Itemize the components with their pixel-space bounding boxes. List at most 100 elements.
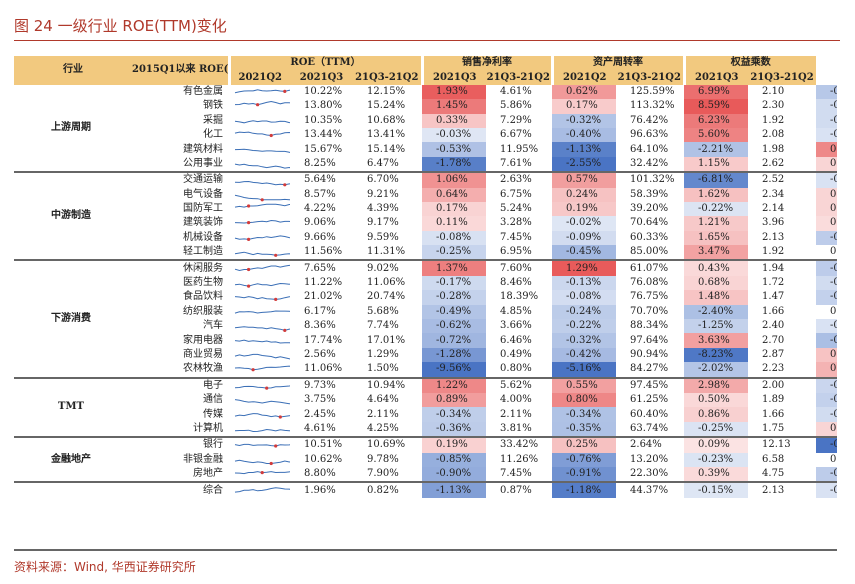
industry-name: 建筑材料 xyxy=(183,143,223,155)
value-cell: 21.02% xyxy=(304,291,343,303)
industry-name: 化工 xyxy=(203,129,223,141)
industry-name: 有色金属 xyxy=(183,85,223,97)
roe-trend-sparkline xyxy=(229,259,290,276)
sparkline-svg xyxy=(234,203,290,208)
table-row: 电气设备 8.57% 9.21% 0.64% 6.75% 0.24% 58.39% 1.62%… xyxy=(14,187,837,202)
value-cell: 7.90% xyxy=(367,468,399,480)
value-cell: 2.45% xyxy=(304,408,336,420)
value-cell: 33.42% xyxy=(486,436,553,453)
value-cell: 70.70% xyxy=(630,305,669,317)
sparkline-line xyxy=(234,310,290,314)
sparkline-marker xyxy=(283,89,287,93)
roe-trend-sparkline xyxy=(229,276,290,290)
sparkline-svg xyxy=(234,471,290,475)
value-cell: -2.21% xyxy=(684,142,749,157)
value-cell: -1.13% xyxy=(422,481,487,498)
value-cell: -0.36% xyxy=(422,421,487,438)
roe-trend-sparkline xyxy=(229,202,290,216)
industry-group-label xyxy=(14,481,132,498)
column-header: 21Q3-21Q2 xyxy=(616,70,685,85)
value-cell: 64.10% xyxy=(630,143,669,155)
value-cell: 10.69% xyxy=(353,436,423,453)
value-cell: 0.02 xyxy=(816,187,837,202)
value-cell: 1.66 xyxy=(762,408,785,420)
roe-trend-sparkline xyxy=(229,99,290,113)
value-cell: -0.06 xyxy=(816,84,837,100)
roe-trend-sparkline xyxy=(229,188,290,202)
value-cell: -0.25% xyxy=(684,421,749,438)
value-cell: 2.30 xyxy=(762,100,785,112)
industry-name: 钢铁 xyxy=(203,100,223,112)
value-cell: 13.44% xyxy=(304,129,343,141)
sparkline-marker xyxy=(260,197,264,202)
value-cell: 0.02 xyxy=(816,421,837,438)
column-header: 2021Q3 xyxy=(290,70,353,85)
sparkline-line xyxy=(234,119,290,124)
value-cell: 4.25% xyxy=(367,422,399,434)
sparkline-svg xyxy=(234,296,290,302)
value-cell: 1.96% xyxy=(290,481,353,498)
industry-name: 传媒 xyxy=(203,408,223,420)
value-cell: 1.15% xyxy=(684,156,749,173)
column-group-header: 权益乘数 xyxy=(682,56,817,71)
sparkline-marker xyxy=(256,103,260,107)
value-cell: 6.75% xyxy=(500,188,532,200)
value-cell: 3.96 xyxy=(762,217,785,229)
column-group-header: 行业 xyxy=(14,56,132,85)
value-cell: 2.56% xyxy=(304,349,336,360)
value-cell: 1.93% xyxy=(422,84,487,100)
value-cell: 7.60% xyxy=(486,259,553,276)
value-cell: 61.25% xyxy=(630,394,669,406)
table-row: 建筑装饰 9.06% 9.17% 0.11% 3.28% -0.02% 70.64% 1.21… xyxy=(14,216,837,231)
value-cell: 9.17% xyxy=(367,217,399,229)
value-cell: -0.25% xyxy=(422,245,487,261)
value-cell: -0.03 xyxy=(816,376,837,393)
sparkline-svg xyxy=(234,283,290,288)
roe-trend-sparkline xyxy=(229,333,290,347)
value-cell: -0.28 xyxy=(816,436,837,453)
value-cell: -0.45% xyxy=(552,245,617,261)
industry-name: 房地产 xyxy=(193,468,223,480)
roe-trend-sparkline xyxy=(229,407,290,421)
industry-name: 纺织服装 xyxy=(183,305,223,317)
value-cell: 0.57% xyxy=(552,171,617,188)
value-cell: -0.24% xyxy=(552,304,617,320)
industry-name: 轻工制造 xyxy=(183,246,223,258)
value-cell: 17.01% xyxy=(367,334,406,346)
value-cell: -1.18% xyxy=(552,481,617,498)
industry-name: 家用电器 xyxy=(183,334,223,346)
value-cell: 1.22% xyxy=(422,376,487,393)
value-cell: 0.02 xyxy=(816,156,837,173)
table-row: 化工 13.44% 13.41% -0.03% 6.67% -0.40% 96.63% 5.6… xyxy=(14,127,837,143)
value-cell: 20.74% xyxy=(367,291,406,303)
value-cell: 1.37% xyxy=(422,259,487,276)
value-cell: 1.94 xyxy=(748,259,817,276)
value-cell: 96.63% xyxy=(630,129,669,141)
value-cell: -0.01 xyxy=(816,127,837,143)
sparkline-line xyxy=(234,365,290,371)
value-cell: -0.28% xyxy=(422,290,487,305)
sparkline-line xyxy=(234,264,290,271)
sparkline-marker xyxy=(269,461,273,465)
value-cell: -0.05 xyxy=(816,230,837,246)
value-cell: 6.17% xyxy=(304,305,336,317)
roe-trend-sparkline xyxy=(229,467,290,482)
value-cell: 6.47% xyxy=(367,157,399,169)
sparkline-line xyxy=(234,399,290,405)
value-cell: 4.61% xyxy=(500,85,532,97)
roe-trend-sparkline xyxy=(229,348,290,362)
industry-name: 休闲服务 xyxy=(132,259,229,276)
sparkline-line xyxy=(234,412,290,418)
value-cell: 2.98% xyxy=(684,376,749,393)
value-cell: 44.37% xyxy=(616,481,685,498)
value-cell: 2.52 xyxy=(748,171,817,188)
value-cell: 0.17 xyxy=(816,142,837,157)
value-cell: 13.41% xyxy=(367,129,406,141)
value-cell: 1.21% xyxy=(684,216,749,231)
column-header: 2021Q2 xyxy=(550,70,617,85)
sparkline-line xyxy=(234,194,290,201)
roe-trend-sparkline xyxy=(229,305,290,319)
sparkline-line xyxy=(234,235,290,240)
value-cell: 2.63% xyxy=(486,171,553,188)
table-row: 钢铁 13.80% 15.24% 1.45% 5.86% 0.17% 113.32% 8.59… xyxy=(14,99,837,114)
